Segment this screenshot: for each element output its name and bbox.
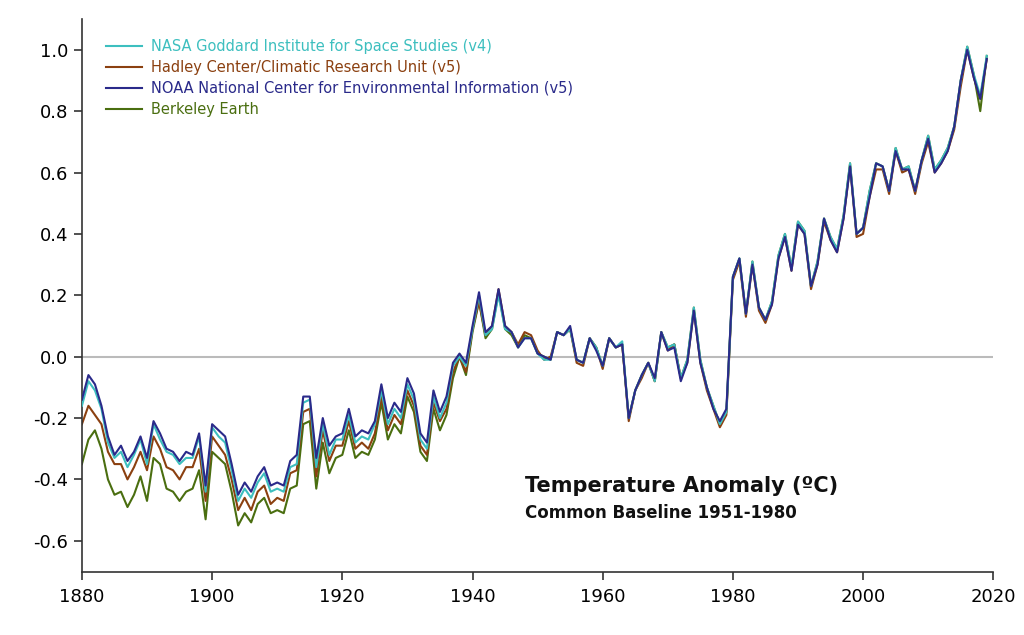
NASA Goddard Institute for Space Studies (v4) <box>232 497 245 505</box>
NASA Goddard Institute for Space Studies (v4) <box>962 43 974 51</box>
NASA Goddard Institute for Space Studies (v4) <box>245 494 257 502</box>
Line: Berkeley Earth: Berkeley Earth <box>82 47 987 526</box>
NOAA National Center for Environmental Information (v5) <box>232 491 245 498</box>
Berkeley Earth <box>981 52 993 60</box>
NASA Goddard Institute for Space Studies (v4) <box>981 52 993 60</box>
NOAA National Center for Environmental Information (v5) <box>531 350 544 358</box>
Berkeley Earth <box>76 460 88 468</box>
Hadley Center/Climatic Research Unit (v5) <box>232 506 245 514</box>
Hadley Center/Climatic Research Unit (v5) <box>167 466 179 474</box>
Hadley Center/Climatic Research Unit (v5) <box>76 420 88 428</box>
Hadley Center/Climatic Research Unit (v5) <box>531 347 544 354</box>
Berkeley Earth <box>460 371 472 379</box>
NOAA National Center for Environmental Information (v5) <box>245 488 257 495</box>
NASA Goddard Institute for Space Studies (v4) <box>109 454 121 462</box>
Hadley Center/Climatic Research Unit (v5) <box>981 55 993 63</box>
NASA Goddard Institute for Space Studies (v4) <box>460 362 472 370</box>
Hadley Center/Climatic Research Unit (v5) <box>128 464 140 471</box>
Berkeley Earth <box>531 350 544 358</box>
NASA Goddard Institute for Space Studies (v4) <box>128 451 140 458</box>
NASA Goddard Institute for Space Studies (v4) <box>531 350 544 358</box>
Hadley Center/Climatic Research Unit (v5) <box>460 368 472 376</box>
Text: Temperature Anomaly (ºC): Temperature Anomaly (ºC) <box>524 476 838 495</box>
NOAA National Center for Environmental Information (v5) <box>167 448 179 456</box>
Legend: NASA Goddard Institute for Space Studies (v4), Hadley Center/Climatic Research U: NASA Goddard Institute for Space Studies… <box>98 32 581 124</box>
Berkeley Earth <box>245 519 257 526</box>
Line: NOAA National Center for Environmental Information (v5): NOAA National Center for Environmental I… <box>82 50 987 495</box>
NOAA National Center for Environmental Information (v5) <box>109 451 121 458</box>
Berkeley Earth <box>962 43 974 51</box>
Hadley Center/Climatic Research Unit (v5) <box>962 46 974 53</box>
NOAA National Center for Environmental Information (v5) <box>460 359 472 366</box>
NASA Goddard Institute for Space Studies (v4) <box>167 451 179 458</box>
NASA Goddard Institute for Space Studies (v4) <box>76 402 88 410</box>
Berkeley Earth <box>232 522 245 530</box>
NOAA National Center for Environmental Information (v5) <box>128 448 140 456</box>
Hadley Center/Climatic Research Unit (v5) <box>245 506 257 514</box>
Hadley Center/Climatic Research Unit (v5) <box>109 460 121 468</box>
Text: Common Baseline 1951-1980: Common Baseline 1951-1980 <box>524 504 797 522</box>
Berkeley Earth <box>109 491 121 498</box>
Berkeley Earth <box>128 491 140 498</box>
Line: NASA Goddard Institute for Space Studies (v4): NASA Goddard Institute for Space Studies… <box>82 47 987 501</box>
NOAA National Center for Environmental Information (v5) <box>76 396 88 403</box>
NOAA National Center for Environmental Information (v5) <box>962 46 974 53</box>
Line: Hadley Center/Climatic Research Unit (v5): Hadley Center/Climatic Research Unit (v5… <box>82 50 987 510</box>
Berkeley Earth <box>167 488 179 495</box>
NOAA National Center for Environmental Information (v5) <box>981 55 993 63</box>
